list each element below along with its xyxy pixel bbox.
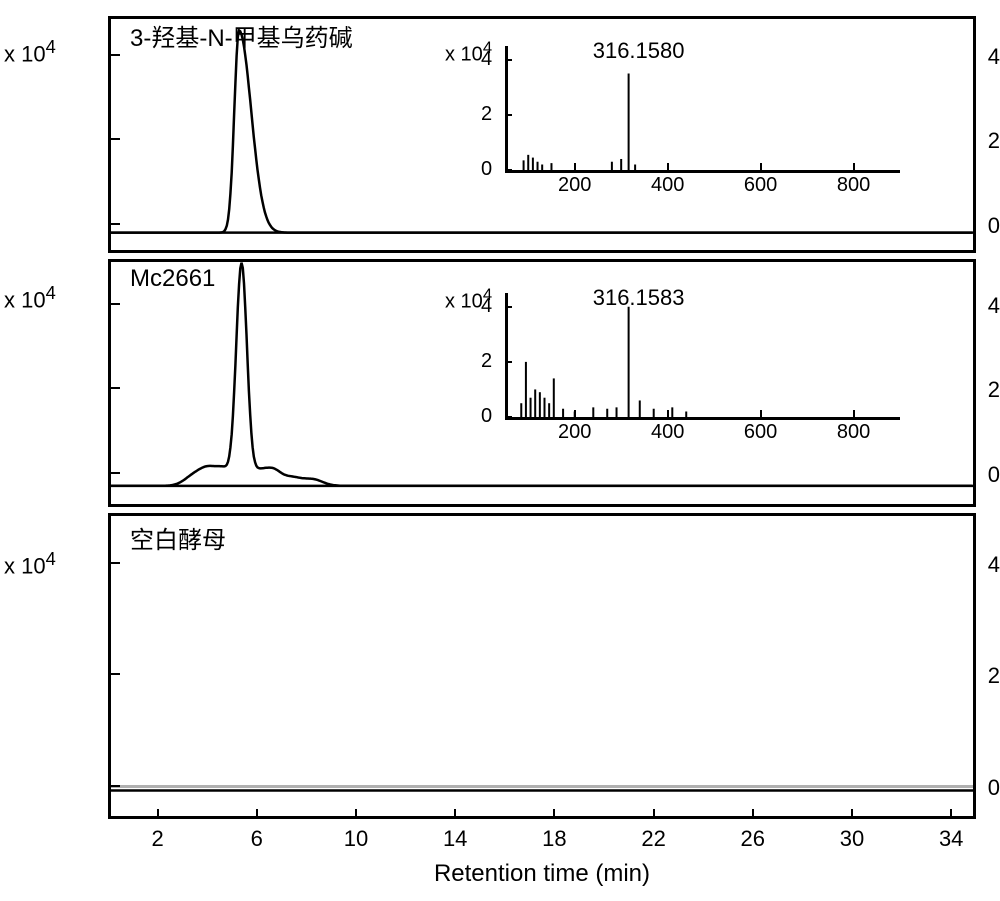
y-exp-text: x 10 <box>4 41 46 66</box>
x-tick-mark <box>355 809 357 819</box>
x-tick-label: 26 <box>733 826 773 852</box>
y-tick-mark <box>111 673 120 675</box>
y-tick-mark <box>111 562 120 564</box>
x-tick-mark <box>653 809 655 819</box>
y-tick-mark <box>111 223 120 225</box>
x-tick-label: 18 <box>534 826 574 852</box>
x-tick-label: 22 <box>634 826 674 852</box>
y-exp-sup: 4 <box>46 36 56 57</box>
x-tick-label: 2 <box>138 826 178 852</box>
y-exp-text: x 10 <box>4 287 46 312</box>
x-tick-label: 30 <box>832 826 872 852</box>
y-exp-sup: 4 <box>46 282 56 303</box>
y-exp-text: x 10 <box>4 553 46 578</box>
y-tick-mark <box>111 138 120 140</box>
y-tick-mark <box>111 54 120 56</box>
panel-3-chromatogram <box>111 516 973 816</box>
y-tick-mark <box>111 472 120 474</box>
y-tick-mark <box>111 303 120 305</box>
panel-2-inset-ms: x 104024200400600800316.1583 <box>445 285 905 445</box>
x-axis-title: Retention time (min) <box>108 860 976 888</box>
x-tick-mark <box>950 809 952 819</box>
x-tick-mark <box>454 809 456 819</box>
y-exp-sup: 4 <box>46 548 56 569</box>
x-tick-label: 34 <box>931 826 971 852</box>
figure: x 104 x 104 x 104 4 2 0 4 2 0 4 2 0 3-羟基… <box>0 0 1000 901</box>
x-tick-label: 6 <box>237 826 277 852</box>
inset-peak-label: 316.1580 <box>579 38 699 64</box>
x-tick-label: 14 <box>435 826 475 852</box>
x-tick-mark <box>256 809 258 819</box>
panel-1-y-exponent: x 104 <box>4 36 56 67</box>
panel-2-y-exponent: x 104 <box>4 282 56 313</box>
x-tick-mark <box>553 809 555 819</box>
y-tick-mark <box>111 785 120 787</box>
x-tick-mark <box>157 809 159 819</box>
panel-3-y-exponent: x 104 <box>4 548 56 579</box>
x-tick-mark <box>752 809 754 819</box>
y-tick-mark <box>111 387 120 389</box>
panel-1-inset-ms: x 104024200400600800316.1580 <box>445 38 905 198</box>
x-tick-mark <box>851 809 853 819</box>
x-tick-label: 10 <box>336 826 376 852</box>
inset-peak-label: 316.1583 <box>579 285 699 311</box>
